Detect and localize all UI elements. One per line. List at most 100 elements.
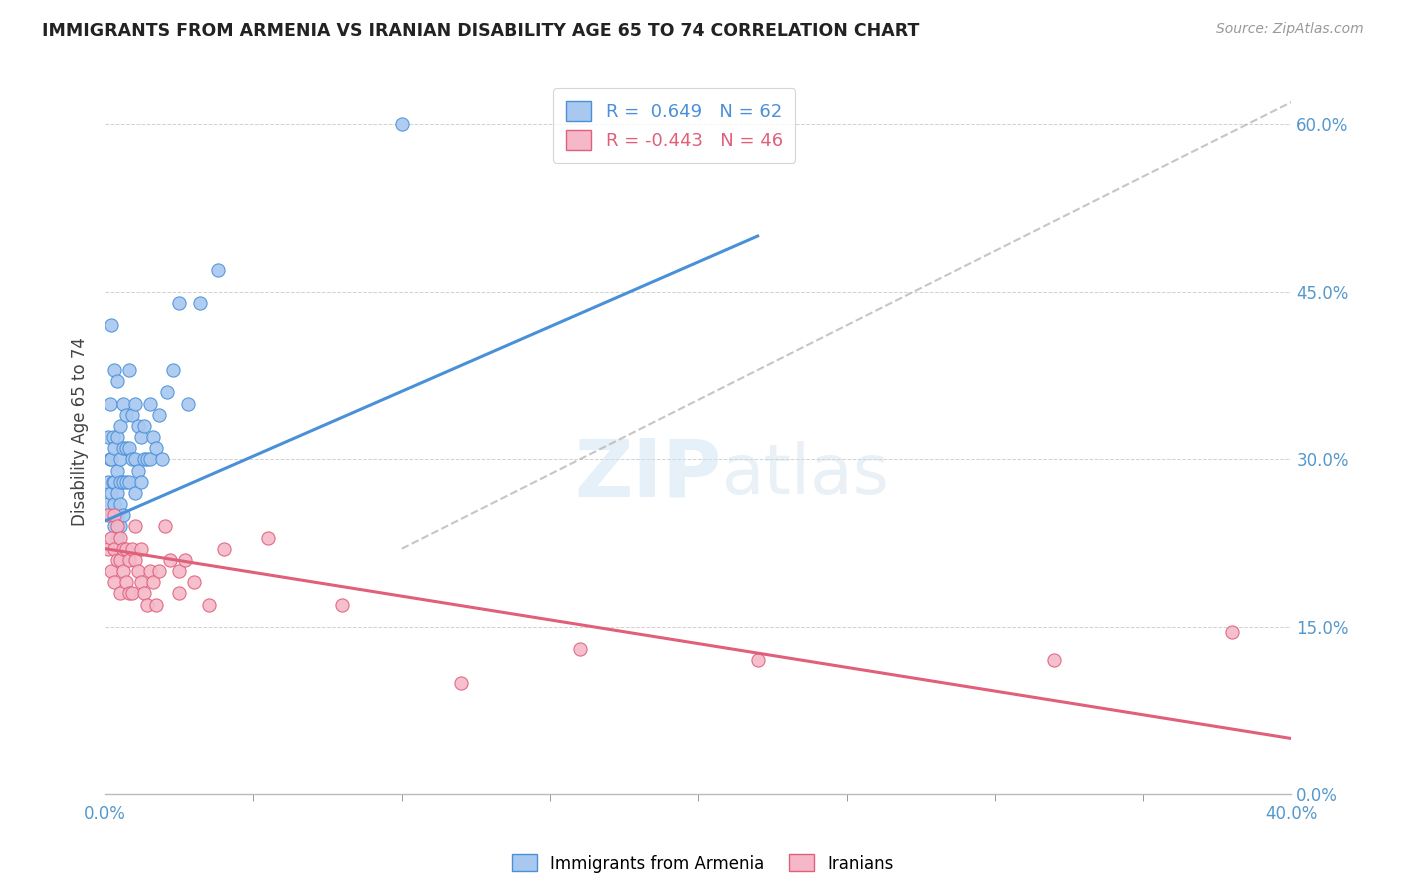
Point	[127, 564, 149, 578]
Point	[97, 475, 120, 489]
Text: IMMIGRANTS FROM ARMENIA VS IRANIAN DISABILITY AGE 65 TO 74 CORRELATION CHART: IMMIGRANTS FROM ARMENIA VS IRANIAN DISAB…	[42, 22, 920, 40]
Point	[111, 541, 134, 556]
Point	[132, 418, 155, 433]
Point	[124, 486, 146, 500]
Point	[174, 553, 197, 567]
Point	[97, 541, 120, 556]
Point	[118, 553, 141, 567]
Point	[118, 441, 141, 455]
Point	[111, 441, 134, 455]
Point	[132, 452, 155, 467]
Point	[108, 452, 131, 467]
Point	[148, 408, 170, 422]
Point	[150, 452, 173, 467]
Point	[105, 508, 128, 523]
Point	[145, 441, 167, 455]
Point	[121, 541, 143, 556]
Point	[105, 486, 128, 500]
Point	[124, 553, 146, 567]
Point	[96, 497, 118, 511]
Point	[111, 564, 134, 578]
Text: ZIP: ZIP	[575, 436, 723, 514]
Point	[124, 396, 146, 410]
Point	[129, 541, 152, 556]
Point	[450, 675, 472, 690]
Point	[127, 463, 149, 477]
Point	[138, 396, 160, 410]
Point	[332, 598, 354, 612]
Point	[118, 475, 141, 489]
Point	[1220, 625, 1243, 640]
Point	[97, 508, 120, 523]
Point	[124, 452, 146, 467]
Point	[100, 452, 122, 467]
Point	[391, 117, 413, 131]
Point	[198, 598, 221, 612]
Point	[115, 575, 138, 590]
Point	[105, 374, 128, 388]
Point	[169, 296, 191, 310]
Point	[101, 475, 124, 489]
Point	[103, 497, 125, 511]
Text: atlas: atlas	[723, 442, 890, 508]
Point	[135, 598, 157, 612]
Point	[169, 564, 191, 578]
Point	[747, 653, 769, 667]
Point	[138, 452, 160, 467]
Point	[1043, 653, 1066, 667]
Point	[159, 553, 181, 567]
Point	[108, 586, 131, 600]
Legend: R =  0.649   N = 62, R = -0.443   N = 46: R = 0.649 N = 62, R = -0.443 N = 46	[553, 88, 796, 162]
Point	[124, 519, 146, 533]
Point	[153, 519, 176, 533]
Point	[108, 531, 131, 545]
Point	[135, 452, 157, 467]
Point	[127, 418, 149, 433]
Point	[108, 497, 131, 511]
Point	[177, 396, 200, 410]
Point	[257, 531, 280, 545]
Point	[142, 430, 165, 444]
Point	[108, 418, 131, 433]
Point	[98, 396, 121, 410]
Point	[100, 564, 122, 578]
Point	[111, 475, 134, 489]
Point	[111, 508, 134, 523]
Point	[162, 363, 184, 377]
Point	[103, 475, 125, 489]
Point	[100, 508, 122, 523]
Point	[115, 475, 138, 489]
Point	[115, 541, 138, 556]
Point	[100, 531, 122, 545]
Point	[156, 385, 179, 400]
Point	[115, 408, 138, 422]
Point	[103, 541, 125, 556]
Legend: Immigrants from Armenia, Iranians: Immigrants from Armenia, Iranians	[505, 847, 901, 880]
Point	[132, 586, 155, 600]
Point	[103, 519, 125, 533]
Point	[568, 642, 591, 657]
Point	[118, 363, 141, 377]
Point	[142, 575, 165, 590]
Point	[129, 475, 152, 489]
Point	[100, 318, 122, 333]
Point	[105, 519, 128, 533]
Point	[121, 586, 143, 600]
Point	[118, 586, 141, 600]
Point	[103, 363, 125, 377]
Point	[145, 598, 167, 612]
Point	[101, 430, 124, 444]
Point	[108, 519, 131, 533]
Point	[103, 508, 125, 523]
Point	[148, 564, 170, 578]
Point	[108, 553, 131, 567]
Point	[105, 463, 128, 477]
Point	[115, 441, 138, 455]
Point	[108, 475, 131, 489]
Point	[129, 575, 152, 590]
Point	[97, 430, 120, 444]
Point	[212, 541, 235, 556]
Point	[183, 575, 205, 590]
Point	[105, 553, 128, 567]
Point	[207, 262, 229, 277]
